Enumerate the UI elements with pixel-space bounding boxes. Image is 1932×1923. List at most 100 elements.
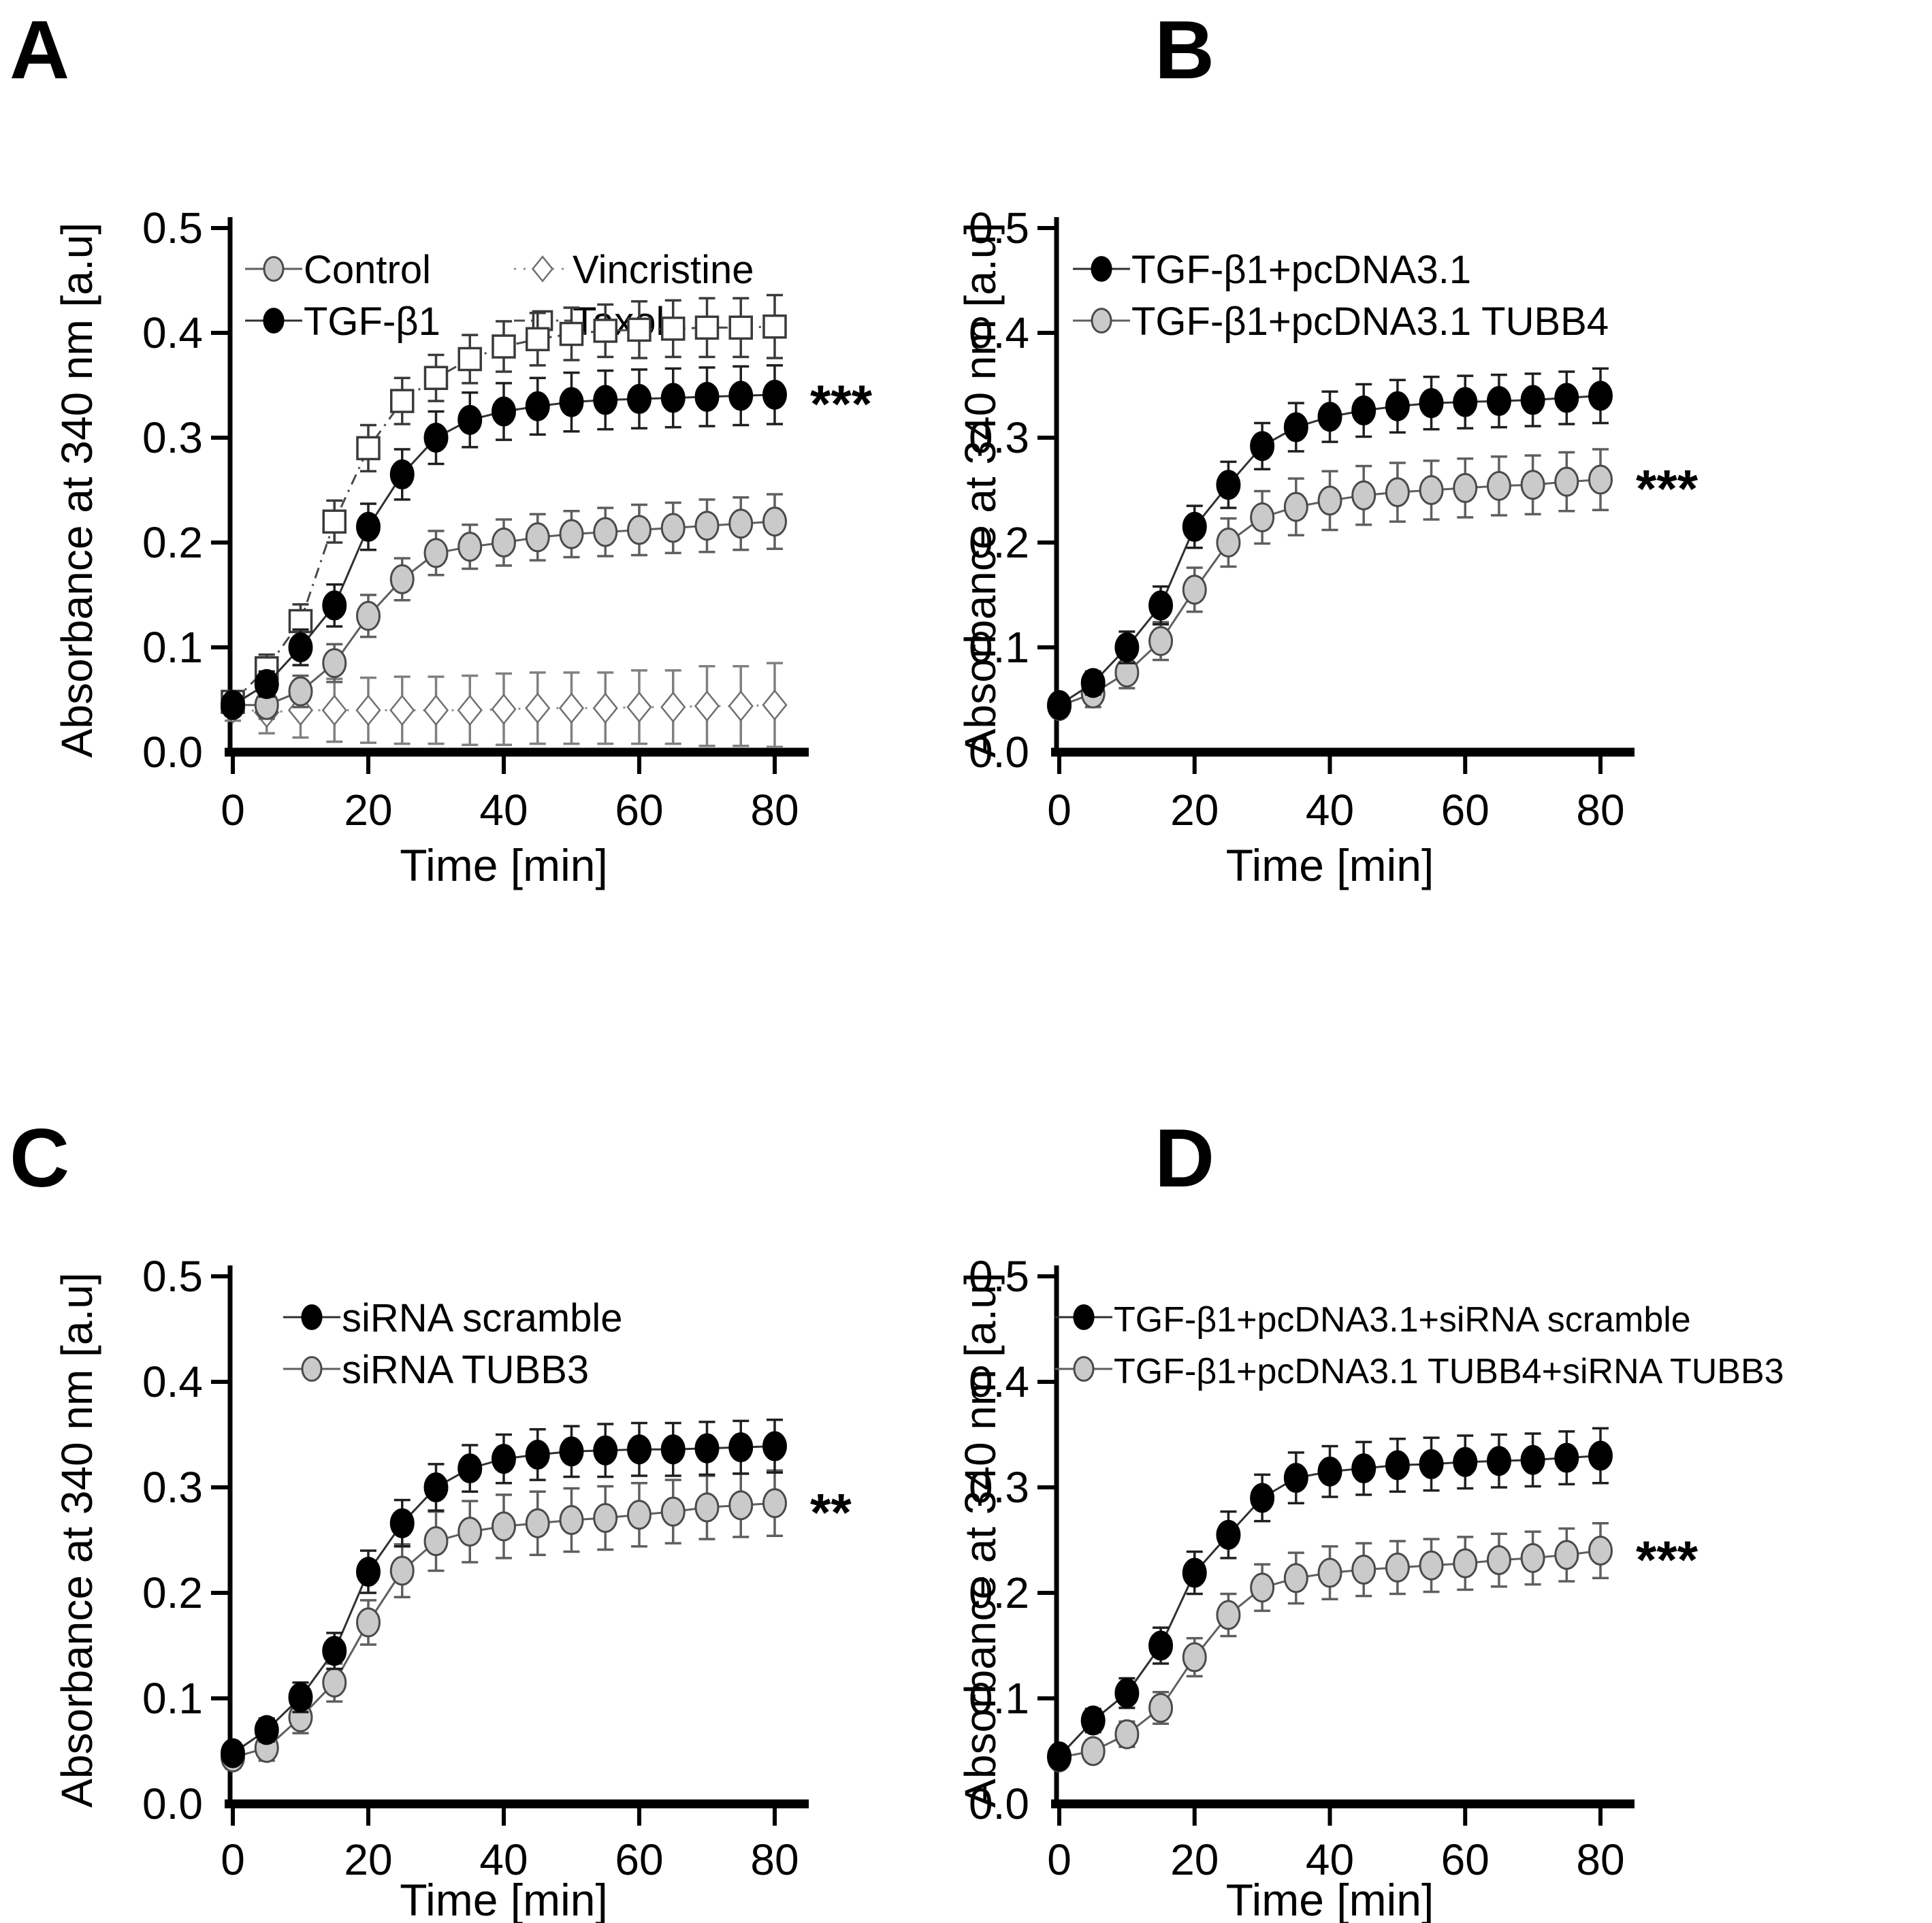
circle-marker: [1216, 470, 1241, 500]
x-tick-label: 20: [1170, 1835, 1219, 1884]
panel-label-c: C: [10, 1112, 70, 1204]
x-tick-label: 40: [479, 786, 528, 835]
circle-marker: [627, 384, 651, 415]
circle-marker: [1351, 480, 1376, 511]
circle-marker: [762, 506, 787, 537]
circle-marker: [423, 1472, 449, 1502]
square-marker: [423, 366, 449, 390]
y-tick-label: 0.1: [969, 1674, 1029, 1723]
circle-marker: [1520, 1542, 1545, 1573]
circle-marker: [1588, 381, 1613, 411]
y-tick-label: 0.3: [142, 413, 203, 462]
square-marker: [390, 389, 415, 413]
circle-marker: [1385, 1450, 1410, 1481]
circle-marker: [1250, 1572, 1275, 1603]
circle-marker: [288, 1682, 313, 1713]
circle-marker: [254, 668, 279, 699]
y-tick-label: 0.0: [142, 728, 203, 777]
y-tick-label: 0.1: [142, 1674, 203, 1723]
circle-marker: [1588, 1536, 1613, 1566]
circle-marker: [762, 379, 787, 410]
circle-marker: [1148, 1692, 1174, 1723]
panel-A-plot: 0.0 0.1 0.2 0.3 0.4 0.5 0 20 40 60 80 Time [min] Abs…: [52, 204, 873, 890]
circle-marker: [1283, 412, 1308, 442]
y-tick-label: 0.0: [969, 1779, 1029, 1828]
circle-marker: [356, 1557, 381, 1587]
circle-marker: [1385, 1552, 1410, 1583]
circle-marker: [457, 1453, 483, 1484]
circle-marker: [1080, 668, 1106, 698]
x-tick-label: 60: [615, 786, 663, 835]
circle-marker: [263, 256, 285, 282]
circle-marker: [1250, 1483, 1275, 1513]
square-marker: [559, 321, 584, 346]
y-tick-label: 0.3: [969, 1463, 1029, 1512]
circle-marker: [525, 391, 550, 421]
legend: TGF-β1+pcDNA3.1+siRNA scramble TGF-β1+pcD…: [1055, 1300, 1784, 1391]
series-TGF-β1+pcDNA3.1+siRNA scramble: [1047, 1427, 1613, 1772]
circle-marker: [694, 511, 720, 541]
circle-marker: [1317, 1557, 1342, 1588]
circle-marker: [1317, 485, 1342, 516]
significance-stars: ***: [1636, 1530, 1698, 1589]
panel-D-plot: 0.0 0.1 0.2 0.3 0.4 0.5 0 20 40 60 80 Time [min] Abs…: [956, 1252, 1784, 1923]
circle-marker: [322, 1667, 347, 1698]
x-tick-label: 60: [1441, 786, 1490, 835]
x-axis-label: Time [min]: [1226, 840, 1434, 890]
y-tick-label: 0.1: [142, 623, 203, 672]
circle-marker: [389, 459, 415, 489]
y-tick-label: 0.2: [142, 518, 203, 567]
legend: siRNA scramble siRNA TUBB3: [283, 1296, 623, 1392]
circle-marker: [525, 1508, 550, 1538]
diamond-marker: [626, 691, 652, 723]
circle-marker: [1554, 466, 1579, 497]
x-tick-label: 40: [1306, 786, 1354, 835]
circle-marker: [1080, 1705, 1106, 1736]
x-tick-label: 20: [344, 1835, 392, 1884]
y-tick-label: 0.5: [142, 1252, 203, 1301]
circle-marker: [492, 1444, 516, 1474]
y-tick-label: 0.5: [969, 204, 1029, 253]
legend-label: siRNA scramble: [342, 1296, 623, 1340]
y-tick-label: 0.2: [142, 1568, 203, 1617]
circle-marker: [492, 1511, 516, 1542]
circle-marker: [322, 1636, 347, 1666]
circle-marker: [660, 383, 686, 413]
series-siRNA scramble: [221, 1419, 787, 1768]
circle-marker: [1317, 1456, 1342, 1487]
series-TGF-β1+pcDNA3.1 TUBB4: [1047, 448, 1613, 722]
circle-marker: [1114, 1678, 1140, 1709]
circle-marker: [1047, 1741, 1072, 1772]
circle-marker: [1486, 386, 1511, 417]
diamond-marker: [389, 694, 415, 726]
circle-marker: [1114, 632, 1140, 662]
square-marker: [526, 327, 550, 351]
x-tick-label: 40: [1306, 1835, 1354, 1884]
circle-marker: [1453, 1548, 1478, 1579]
circle-marker: [389, 564, 415, 594]
y-axis-label: Absorbance at 340 nm [a.u]: [956, 1272, 1005, 1807]
significance-stars: ***: [810, 374, 873, 434]
panel-label-b: B: [1155, 3, 1215, 96]
circle-marker: [1351, 1554, 1376, 1585]
circle-marker: [1283, 1463, 1308, 1493]
circle-marker: [1080, 1736, 1106, 1766]
square-marker: [322, 509, 347, 534]
x-tick-label: 80: [1576, 786, 1624, 835]
circle-marker: [1148, 1630, 1174, 1661]
y-tick-label: 0.1: [969, 623, 1029, 672]
axes: 0.0 0.1 0.2 0.3 0.4 0.5 0 20 40 60 80 Time [min] Abs…: [956, 204, 1635, 890]
square-marker: [694, 315, 720, 340]
series-TGF-β1+pcDNA3.1 TUBB4+siRNA TUBB3: [1047, 1521, 1613, 1773]
circle-marker: [1419, 1449, 1444, 1479]
circle-marker: [492, 396, 516, 427]
y-axis-label: Absorbance at 340 nm [a.u]: [52, 223, 101, 758]
circle-marker: [593, 517, 618, 547]
circle-marker: [728, 508, 754, 539]
square-marker: [457, 346, 482, 372]
y-tick-label: 0.2: [969, 1568, 1029, 1617]
circle-marker: [423, 423, 449, 453]
circle-marker: [525, 522, 550, 553]
legend-label: TGF-β1: [304, 300, 440, 344]
